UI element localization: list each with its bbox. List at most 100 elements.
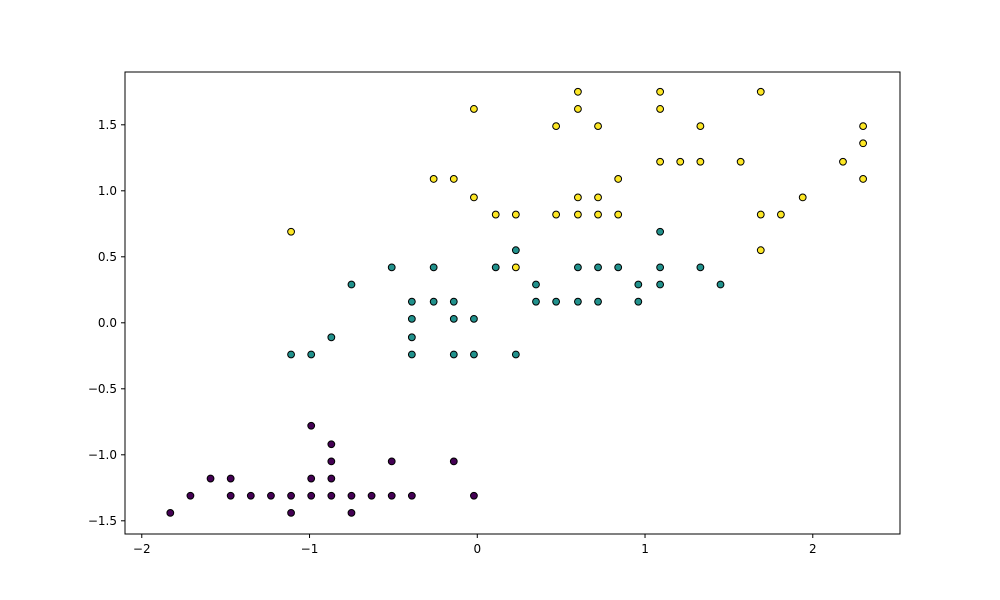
y-tick-label: −1.5 [88, 514, 117, 528]
series-0 [166, 421, 478, 517]
data-point [696, 263, 705, 272]
points-layer [166, 87, 867, 517]
data-point [656, 157, 665, 166]
data-point [656, 87, 665, 96]
data-point [574, 210, 582, 219]
data-point [634, 297, 643, 306]
data-point [347, 491, 356, 500]
data-point [777, 210, 785, 219]
data-point [166, 508, 175, 517]
data-point [859, 122, 867, 131]
data-point [594, 210, 602, 219]
series-1 [287, 227, 725, 359]
data-point [552, 122, 561, 131]
data-point [327, 457, 336, 466]
data-point [267, 491, 275, 500]
data-point [287, 491, 295, 500]
data-point [594, 193, 602, 202]
data-point [429, 297, 438, 306]
data-point [387, 263, 396, 272]
data-point [511, 350, 520, 359]
data-point [634, 280, 643, 289]
data-point [656, 105, 665, 113]
data-point [449, 350, 458, 359]
data-point [594, 122, 602, 131]
x-tick-label: 0 [473, 542, 481, 556]
data-point [736, 157, 745, 166]
data-point [287, 227, 295, 236]
data-point [449, 297, 458, 306]
data-point [470, 491, 478, 500]
data-point [307, 474, 316, 483]
x-tick-label: −1 [301, 542, 319, 556]
data-point [574, 297, 582, 306]
data-point [656, 227, 665, 236]
data-point [449, 175, 458, 183]
y-tick-label: 1.0 [98, 184, 117, 198]
data-point [470, 350, 478, 359]
x-tick-label: 2 [809, 542, 817, 556]
data-point [246, 491, 255, 500]
data-point [491, 263, 500, 272]
data-point [327, 491, 336, 500]
data-point [656, 280, 665, 289]
data-point [387, 457, 396, 466]
data-point [716, 280, 725, 289]
data-point [491, 210, 500, 219]
data-point [407, 350, 416, 359]
data-point [859, 139, 867, 148]
data-point [552, 210, 561, 219]
data-point [532, 297, 540, 306]
y-tick-label: 0.0 [98, 316, 117, 330]
data-point [552, 297, 561, 306]
x-tick-label: 1 [641, 542, 649, 556]
data-point [226, 491, 235, 500]
data-point [574, 105, 582, 113]
data-point [186, 491, 195, 500]
y-tick-label: 0.5 [98, 250, 117, 264]
data-point [307, 350, 316, 359]
data-point [470, 193, 478, 202]
data-point [532, 280, 540, 289]
data-point [756, 210, 765, 219]
data-point [327, 333, 336, 342]
data-point [429, 263, 438, 272]
data-point [756, 246, 765, 255]
data-point [367, 491, 376, 500]
data-point [696, 157, 705, 166]
data-point [511, 246, 520, 255]
data-point [287, 508, 295, 517]
data-point [327, 474, 336, 483]
data-point [511, 263, 520, 272]
y-tick-label: −1.0 [88, 448, 117, 462]
data-point [676, 157, 685, 166]
data-point [407, 491, 416, 500]
data-point [206, 474, 215, 483]
data-point [449, 457, 458, 466]
data-point [574, 193, 582, 202]
data-point [307, 421, 316, 430]
data-point [859, 175, 867, 183]
data-point [574, 263, 582, 272]
data-point [594, 297, 602, 306]
data-point [470, 105, 478, 113]
x-tick-label: −2 [133, 542, 151, 556]
data-point [574, 87, 582, 96]
data-point [449, 314, 458, 323]
plot-frame [124, 71, 901, 535]
data-point [287, 350, 295, 359]
data-point [839, 157, 847, 166]
data-point [327, 440, 336, 449]
data-point [407, 333, 416, 342]
data-point [798, 193, 807, 202]
y-tick-label: 1.5 [98, 118, 117, 132]
data-point [407, 297, 416, 306]
data-point [656, 263, 665, 272]
x-axis: −2 −1 0 1 2 [133, 534, 817, 556]
data-point [470, 314, 478, 323]
data-point [614, 175, 623, 183]
data-point [347, 280, 356, 289]
data-point [307, 491, 316, 500]
plot-area [125, 72, 900, 534]
